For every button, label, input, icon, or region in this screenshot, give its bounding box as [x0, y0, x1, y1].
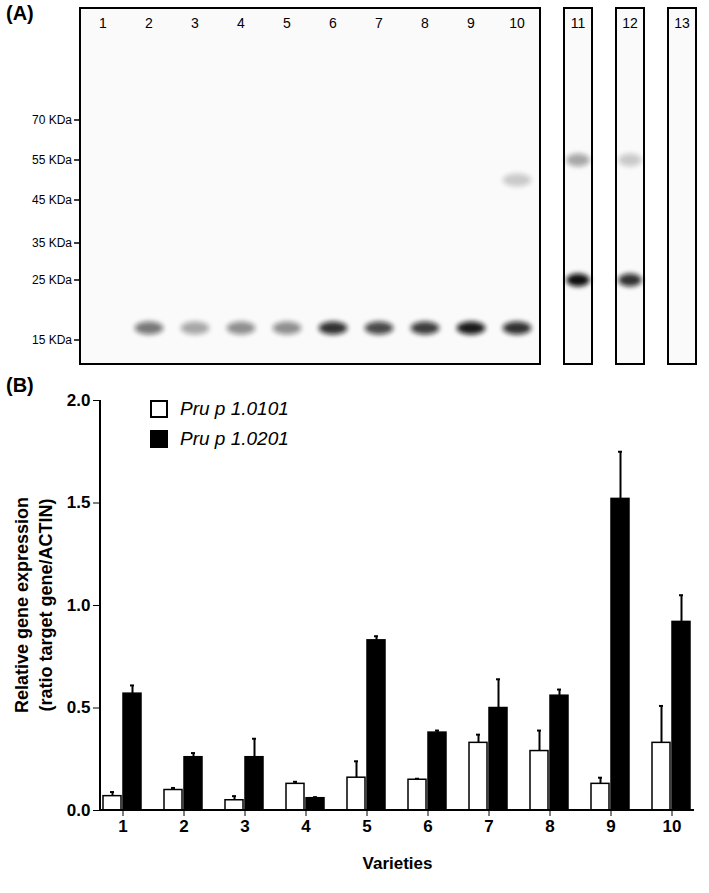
svg-text:55 KDa: 55 KDa	[32, 153, 72, 167]
svg-text:1: 1	[118, 817, 127, 836]
svg-text:25 KDa: 25 KDa	[32, 273, 72, 287]
svg-text:15 KDa: 15 KDa	[32, 333, 72, 347]
svg-text:0.5: 0.5	[67, 698, 91, 717]
svg-text:3: 3	[191, 15, 199, 31]
svg-text:8: 8	[421, 15, 429, 31]
svg-text:1: 1	[99, 15, 107, 31]
svg-text:(A): (A)	[6, 2, 34, 24]
html-text:(B): (B)	[6, 374, 34, 396]
svg-text:0.0: 0.0	[67, 801, 91, 820]
svg-text:5: 5	[283, 15, 291, 31]
svg-text:1.5: 1.5	[67, 493, 91, 512]
svg-text:10: 10	[509, 15, 525, 31]
svg-text:5: 5	[362, 817, 371, 836]
svg-text:45 KDa: 45 KDa	[32, 193, 72, 207]
svg-text:70 KDa: 70 KDa	[32, 113, 72, 127]
svg-text:9: 9	[606, 817, 615, 836]
svg-text:3: 3	[240, 817, 249, 836]
svg-text:4: 4	[301, 817, 311, 836]
svg-text:11: 11	[571, 15, 586, 31]
svg-text:6: 6	[329, 15, 337, 31]
svg-text:1.0: 1.0	[67, 596, 91, 615]
html-text:Pru p 1.0201: Pru p 1.0201	[180, 428, 289, 449]
svg-text:2: 2	[179, 817, 188, 836]
html-text:Pru p 1.0101: Pru p 1.0101	[180, 398, 289, 419]
svg-text:8: 8	[545, 817, 554, 836]
svg-text:12: 12	[622, 15, 638, 31]
svg-text:13: 13	[674, 15, 690, 31]
svg-text:Varieties: Varieties	[363, 854, 433, 873]
svg-text:7: 7	[484, 817, 493, 836]
svg-text:35 KDa: 35 KDa	[32, 236, 72, 250]
svg-text:6: 6	[423, 817, 432, 836]
svg-text:2.0: 2.0	[67, 391, 91, 410]
svg-text:7: 7	[375, 15, 383, 31]
svg-text:9: 9	[467, 15, 475, 31]
svg-text:2: 2	[145, 15, 153, 31]
svg-text:Relative gene expression(ratio: Relative gene expression(ratio target ge…	[12, 497, 56, 713]
svg-text:4: 4	[237, 15, 245, 31]
svg-text:10: 10	[663, 817, 682, 836]
